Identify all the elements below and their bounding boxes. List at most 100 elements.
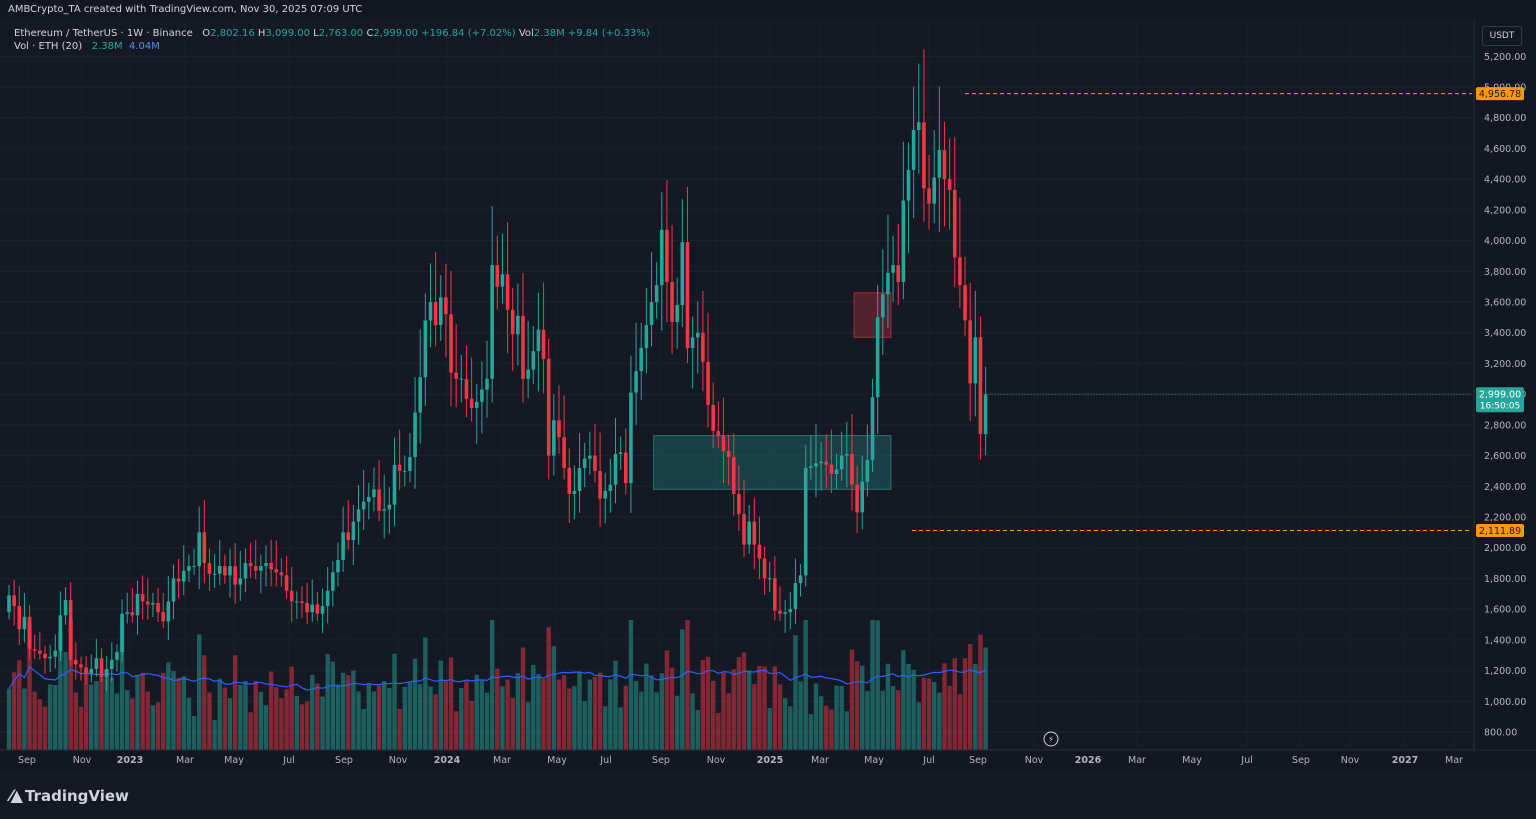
candle-body <box>480 389 484 402</box>
volume-bar <box>690 693 695 750</box>
candle <box>387 487 392 534</box>
candle-body <box>48 656 52 659</box>
candle <box>17 586 22 645</box>
candle-body <box>315 604 320 614</box>
volume-bar <box>428 686 433 750</box>
candle-body <box>346 532 351 541</box>
candle <box>973 290 978 417</box>
candle <box>115 644 119 672</box>
candle-body <box>747 521 751 545</box>
candle-body <box>38 650 42 654</box>
candle <box>110 642 114 683</box>
volume-bar <box>423 637 428 750</box>
symbol-title[interactable]: Ethereum / TetherUS · 1W · Binance <box>14 28 193 39</box>
candle <box>834 453 839 490</box>
candle <box>978 316 983 460</box>
candle <box>536 292 541 392</box>
candle-body <box>983 394 988 435</box>
candle <box>372 467 376 512</box>
volume-bar <box>63 652 68 750</box>
volume-bar <box>962 658 968 750</box>
time-tick-label: Mar <box>176 755 194 766</box>
candle <box>74 642 78 680</box>
volume-bar <box>320 696 325 750</box>
candle-body <box>649 302 654 326</box>
candle-body <box>115 652 119 660</box>
candle <box>346 500 351 550</box>
candle <box>135 580 140 635</box>
volume-bar <box>181 676 186 750</box>
candle <box>968 283 972 422</box>
candle <box>367 482 371 520</box>
candle-body <box>474 401 479 408</box>
volume-bar <box>89 684 94 750</box>
candle <box>295 591 299 620</box>
price-tick-label: 1,600.00 <box>1484 605 1526 616</box>
low-level-label: 2,111.89 <box>1479 526 1521 537</box>
volume-bar <box>186 697 192 750</box>
candle-body <box>916 122 921 130</box>
tradingview-logo-icon: ⁄▲ <box>10 786 23 805</box>
price-tick-label: 2,800.00 <box>1484 420 1526 431</box>
volume-bar <box>592 676 598 750</box>
volume-bar <box>83 670 89 750</box>
volume-bar <box>500 686 505 750</box>
price-chart[interactable]: 800.00 1,000.00 1,200.00 1,400.00 1,600.00 1,… <box>0 20 1536 772</box>
volume-bar <box>849 649 855 750</box>
candle-body <box>495 265 500 287</box>
candle <box>798 564 803 597</box>
candle-body <box>541 329 546 359</box>
volume-bar <box>813 683 819 750</box>
candle-body <box>89 669 94 674</box>
volume-bar <box>294 696 300 750</box>
currency-button[interactable]: USDT <box>1482 26 1522 46</box>
volume-bar <box>114 693 120 750</box>
candle <box>562 395 566 480</box>
candle-body <box>207 563 212 574</box>
candle-body <box>248 563 253 567</box>
volume-bar <box>325 654 330 750</box>
volume-bar <box>284 689 289 750</box>
volume-bar <box>525 702 531 750</box>
candle-body <box>331 572 335 591</box>
candle-body <box>228 566 232 576</box>
brand-name: TradingView <box>24 786 129 805</box>
volume-bar <box>695 709 700 750</box>
volume-bar <box>274 687 279 750</box>
volume-bar <box>438 660 443 750</box>
volume-bar <box>279 698 284 750</box>
candle <box>659 192 664 331</box>
volume-bar <box>644 663 649 750</box>
close-label: C <box>366 28 374 39</box>
volume-bar <box>140 672 145 750</box>
candle <box>742 479 746 558</box>
chart-legend: Ethereum / TetherUS · 1W · Binance O2,80… <box>14 27 650 53</box>
tradingview-logo[interactable]: ⁄▲ TradingView <box>10 786 129 805</box>
candle <box>223 554 227 584</box>
volume-bar <box>361 709 366 750</box>
footer <box>0 772 1536 819</box>
vol-indicator-title[interactable]: Vol · ETH (20) <box>14 41 83 52</box>
candle <box>120 599 124 663</box>
volume-bar <box>659 673 664 750</box>
volume-bar <box>232 655 238 750</box>
candle <box>459 354 464 403</box>
candle-body <box>264 563 268 567</box>
candle <box>243 548 248 593</box>
candle-body <box>192 566 196 568</box>
candle-body <box>875 317 880 398</box>
candle-body <box>408 457 412 471</box>
candle-body <box>212 573 217 575</box>
candle <box>12 579 16 626</box>
candle-body <box>773 578 777 611</box>
candle <box>408 433 412 483</box>
volume-bar <box>135 674 140 750</box>
candle <box>716 401 721 449</box>
candle <box>336 542 340 587</box>
volume-bar <box>68 620 73 750</box>
candle <box>495 235 500 310</box>
volume-bar <box>854 661 860 750</box>
candle-body <box>490 265 494 379</box>
candle <box>325 566 330 624</box>
chart-area[interactable]: 800.00 1,000.00 1,200.00 1,400.00 1,600.00 1,… <box>0 20 1536 772</box>
